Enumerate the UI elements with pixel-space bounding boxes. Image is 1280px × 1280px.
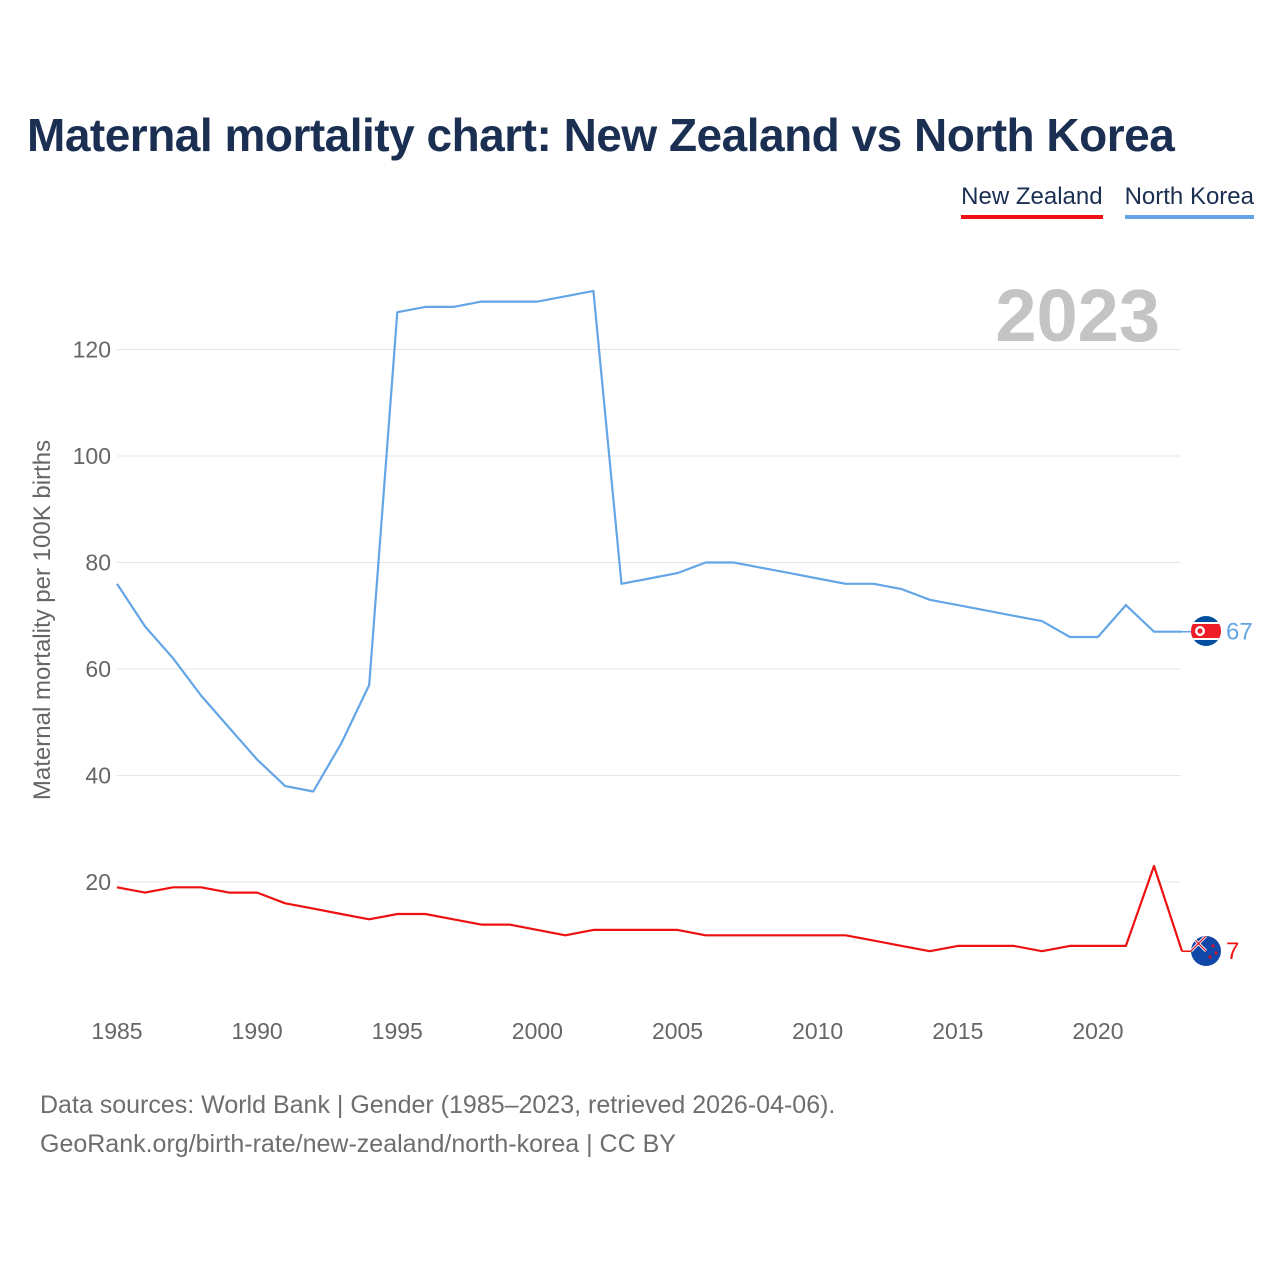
y-tick-label: 20: [85, 869, 111, 895]
y-tick-label: 120: [73, 337, 111, 363]
line-chart: 20 40 60 80 100 120 1985 1990 1995 2000 2005 2010 20…: [29, 274, 1253, 1045]
x-tick-label: 1990: [232, 1018, 283, 1044]
x-tick-label: 2005: [652, 1018, 703, 1044]
x-tick-label: 2000: [512, 1018, 563, 1044]
footer: Data sources: World Bank | Gender (1985–…: [40, 1086, 835, 1164]
current-year-label: 2023: [995, 274, 1160, 357]
x-tick-label: 1985: [91, 1018, 142, 1044]
y-tick-label: 60: [85, 656, 111, 682]
y-axis-title: Maternal mortality per 100K births: [29, 440, 56, 800]
series-lines: [116, 289, 1191, 953]
legend: New Zealand North Korea: [961, 183, 1254, 219]
legend-item-new-zealand[interactable]: New Zealand: [961, 183, 1103, 219]
source-url-text: GeoRank.org/birth-rate/new-zealand/north…: [40, 1130, 676, 1158]
new-zealand-flag-icon: [1191, 936, 1221, 966]
x-tick-label: 1995: [372, 1018, 423, 1044]
axis-ticks: 20 40 60 80 100 120 1985 1990 1995 2000 2005 2010 20…: [73, 337, 1124, 1045]
x-tick-label: 2020: [1072, 1018, 1123, 1044]
y-tick-label: 40: [85, 763, 111, 789]
gridlines: [117, 349, 1181, 883]
end-value-label-north-korea: 67: [1226, 619, 1253, 646]
end-labels: 7 67: [1226, 619, 1253, 966]
series-line-new-zealand: [116, 864, 1184, 953]
x-tick-label: 2010: [792, 1018, 843, 1044]
legend-item-north-korea[interactable]: North Korea: [1124, 183, 1254, 219]
chart-title: Maternal mortality chart: New Zealand vs…: [27, 109, 1175, 161]
x-tick-label: 2015: [932, 1018, 983, 1044]
y-tick-label: 100: [73, 443, 111, 469]
series-line-north-korea: [116, 289, 1182, 793]
north-korea-flag-icon: [1191, 616, 1221, 646]
data-source-text: Data sources: World Bank | Gender (1985–…: [40, 1091, 836, 1119]
y-tick-label: 80: [85, 550, 111, 576]
end-value-label-new-zealand: 7: [1226, 938, 1239, 965]
